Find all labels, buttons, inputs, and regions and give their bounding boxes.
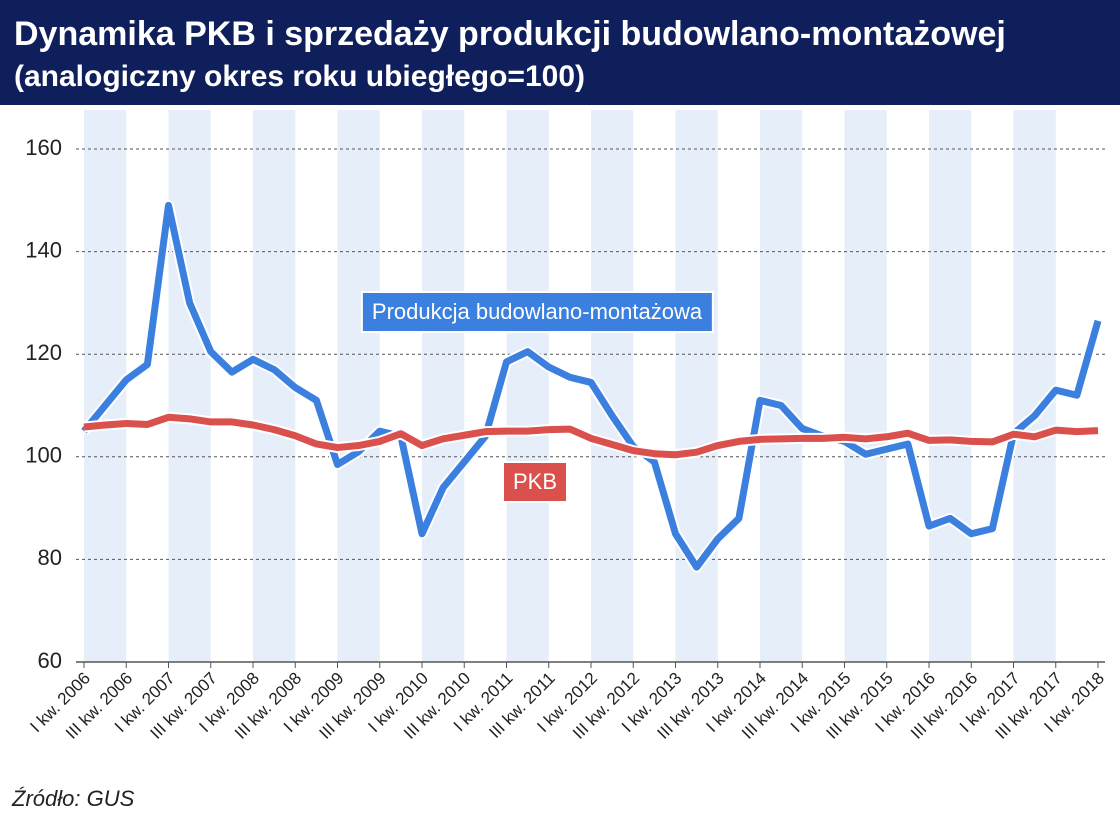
- source: Źródło: GUS: [11, 786, 135, 811]
- legend-box: [360, 291, 714, 333]
- legend-label: PKB: [513, 469, 557, 494]
- background-band: [675, 110, 718, 662]
- legend-label: Produkcja budowlano-montażowa: [372, 299, 703, 324]
- chart-subtitle: (analogiczny okres roku ubiegłego=100): [14, 60, 585, 93]
- legend-item: PKB: [501, 461, 569, 503]
- line: [83, 413, 1099, 459]
- background-band: [844, 110, 887, 662]
- background-band: [1013, 110, 1056, 662]
- background-band: [506, 110, 549, 662]
- background-band: [760, 110, 803, 662]
- y-tick-label: 160: [25, 135, 62, 160]
- line: [81, 201, 1102, 571]
- y-tick-label: 140: [25, 237, 62, 262]
- background-band: [168, 110, 211, 662]
- y-tick-label: 60: [38, 648, 62, 673]
- background-band: [337, 110, 380, 662]
- chart-title: Dynamika PKB i sprzedaży produkcji budow…: [14, 15, 1006, 53]
- legend-box: [501, 461, 569, 503]
- y-tick-label: 80: [38, 545, 62, 570]
- background-band: [422, 110, 465, 662]
- y-tick-label: 120: [25, 340, 62, 365]
- y-tick-label: 100: [25, 443, 62, 468]
- background-band: [929, 110, 972, 662]
- header-band: [0, 0, 1120, 105]
- legend-item: Produkcja budowlano-montażowa: [360, 291, 714, 333]
